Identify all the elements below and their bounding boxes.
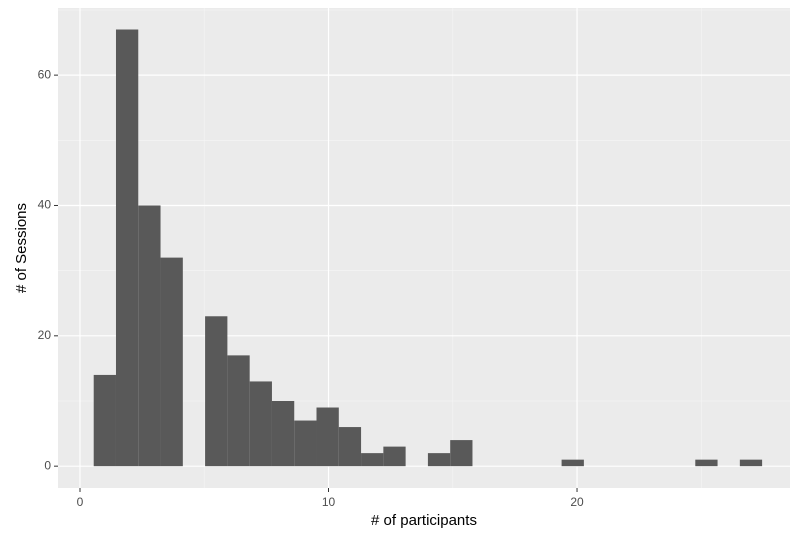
y-tick-label: 0	[44, 458, 51, 472]
bar	[115, 29, 139, 467]
y-tick-label: 60	[38, 67, 52, 81]
y-tick-label: 40	[38, 198, 52, 212]
bar	[227, 355, 250, 467]
x-tick-label: 20	[570, 495, 584, 509]
bar	[561, 459, 584, 467]
bar	[739, 459, 763, 467]
bar	[361, 453, 384, 467]
bar	[383, 446, 406, 467]
bar	[205, 316, 228, 467]
bar	[271, 400, 295, 467]
bars	[93, 29, 763, 467]
bar	[695, 459, 718, 467]
x-axis-title: # of participants	[371, 512, 477, 529]
y-tick-label: 20	[38, 328, 52, 342]
bar	[93, 374, 116, 467]
y-axis-title: # of Sessions	[13, 203, 30, 293]
x-tick-label: 0	[77, 495, 84, 509]
bar	[316, 407, 339, 467]
bar	[138, 205, 161, 467]
bar	[427, 453, 451, 467]
bar	[294, 420, 317, 467]
bar	[249, 381, 272, 467]
bar	[338, 427, 362, 467]
x-tick-label: 10	[322, 495, 336, 509]
bar	[160, 257, 183, 467]
bar	[450, 440, 473, 467]
